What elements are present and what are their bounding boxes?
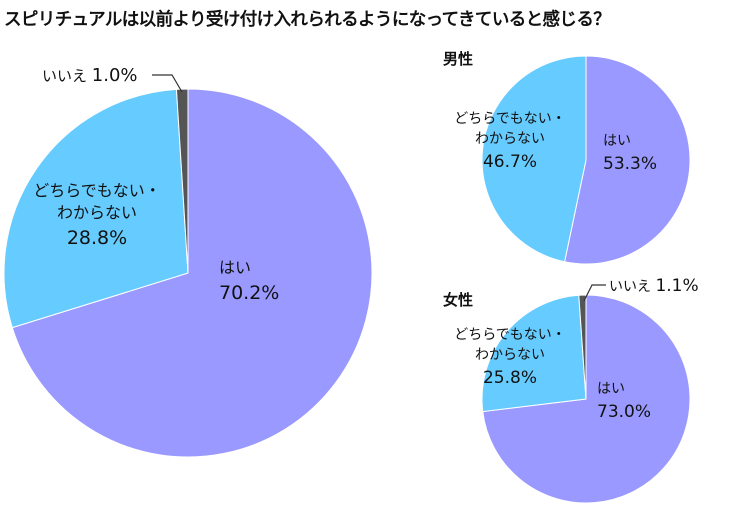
overall-value-label-yes: 70.2%	[219, 282, 279, 304]
overall-label-yes: はい 70.2%	[219, 258, 279, 304]
female-label-neutral: どちらでもない・わからない 25.8%	[454, 327, 566, 388]
male-slice-yes	[563, 55, 691, 265]
female-value-label-neutral: 25.8%	[483, 368, 537, 388]
female-label-no: いいえ 1.1%	[583, 276, 699, 302]
overall-slice-no	[175, 88, 189, 274]
female-category-label-neutral: どちらでもない・	[454, 327, 566, 343]
overall-category-label-yes: はい	[219, 258, 251, 277]
female-leader-line	[583, 284, 606, 302]
male-category-label-neutral: どちらでもない・	[454, 111, 566, 127]
female-slice-no	[578, 294, 587, 400]
chart-title: スピリチュアルは以前より受け付け入れられるようになってきていると感じる？	[4, 10, 611, 30]
female-value-label-no: いいえ 1.1%	[609, 276, 699, 296]
overall-category-label-neutral: どちらでもない・	[33, 181, 161, 200]
female-label-yes: はい 73.0%	[597, 381, 651, 422]
overall-value-label-neutral: 28.8%	[67, 227, 127, 249]
overall-slice-neutral	[3, 88, 189, 329]
overall-label-neutral: どちらでもない・わからない 28.8%	[33, 181, 161, 249]
overall-leader-line	[152, 74, 183, 93]
male-category-label-yes: はい	[603, 133, 631, 149]
male-label-yes: はい 53.3%	[603, 133, 657, 174]
male-label-neutral: どちらでもない・わからない 46.7%	[454, 111, 566, 172]
overall-category-label-neutral: わからない	[57, 203, 137, 222]
male-value-label-yes: 53.3%	[603, 154, 657, 174]
female-category-label-yes: はい	[597, 381, 625, 397]
female-value-label-yes: 73.0%	[597, 402, 651, 422]
male-slice-neutral	[481, 55, 587, 263]
male-value-label-neutral: 46.7%	[483, 152, 537, 172]
male-category-label-neutral: わからない	[475, 131, 545, 147]
overall-value-label-no: いいえ 1.0%	[42, 65, 138, 86]
female-category-label-neutral: わからない	[475, 347, 545, 363]
female-chart-title: 女性	[443, 291, 474, 309]
overall-slice-yes	[11, 88, 373, 458]
female-slice-neutral	[481, 294, 587, 413]
male-chart-title: 男性	[443, 50, 474, 68]
overall-label-no: いいえ 1.0%	[42, 65, 183, 93]
